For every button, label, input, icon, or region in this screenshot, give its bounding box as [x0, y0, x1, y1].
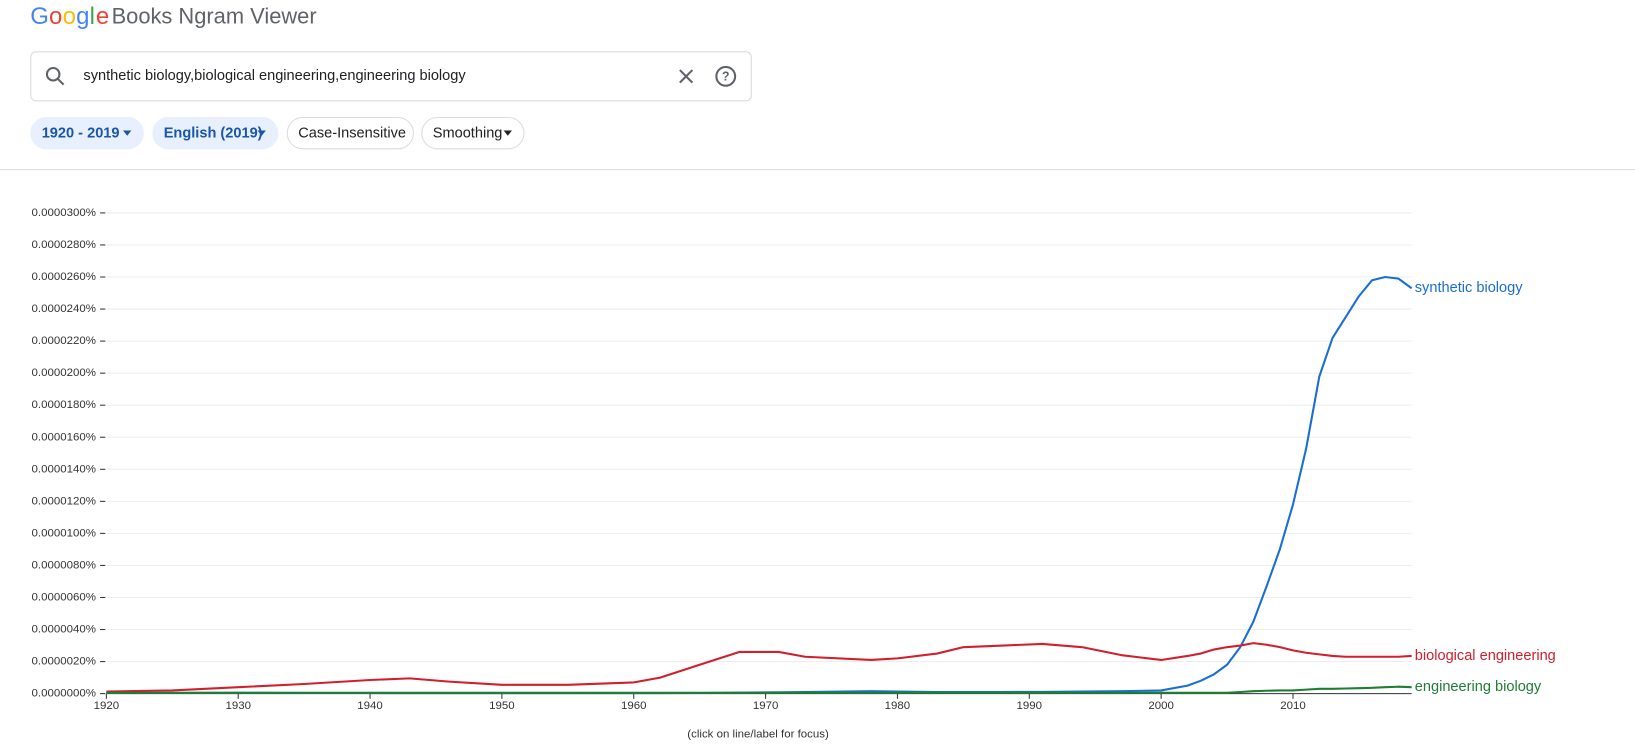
y-tick-label: 0.0000040%	[32, 624, 96, 636]
series-label[interactable]: engineering biology	[1415, 679, 1542, 695]
y-tick-label: 0.0000260%	[32, 271, 96, 283]
x-tick-label: 1940	[357, 700, 383, 712]
x-tick-label: 1920	[94, 700, 120, 712]
y-tick-label: 0.0000060%	[32, 592, 96, 604]
y-tick-label: 0.0000180%	[32, 399, 96, 411]
logo-letter: g	[76, 3, 89, 30]
x-tick-label: 2000	[1148, 700, 1174, 712]
dropdown-arrow	[503, 130, 512, 136]
footnote: (click on line/label for focus)	[687, 728, 829, 740]
series-label[interactable]: synthetic biology	[1415, 280, 1523, 296]
x-tick-label: 1950	[489, 700, 515, 712]
x-tick-label: 1980	[885, 700, 911, 712]
y-tick-label: 0.0000120%	[32, 495, 96, 507]
search-query[interactable]: synthetic biology,biological engineering…	[83, 68, 466, 84]
logo: G o o g l e	[30, 3, 109, 30]
filter-label: Case-Insensitive	[298, 126, 406, 142]
filter-label: Smoothing	[433, 126, 503, 142]
search-box[interactable]	[30, 51, 752, 102]
clear-button[interactable]	[679, 69, 694, 84]
dropdown-arrow	[257, 130, 266, 136]
help-icon: ?	[722, 70, 730, 84]
y-tick-label: 0.0000220%	[32, 335, 96, 347]
app-title: Books Ngram Viewer	[112, 4, 317, 29]
logo-letter: l	[90, 3, 95, 30]
filter-chip[interactable]	[152, 116, 279, 150]
x-tick-label: 1970	[753, 700, 779, 712]
series-line[interactable]	[106, 642, 1412, 693]
x-tick-label: 1930	[225, 700, 251, 712]
help-button[interactable]: ?	[715, 65, 737, 87]
series-line[interactable]	[106, 275, 1413, 695]
dropdown-arrow	[123, 130, 132, 136]
filter-chip[interactable]	[286, 116, 414, 150]
y-tick-label: 0.0000240%	[32, 303, 96, 315]
y-tick-label: 0.0000020%	[32, 656, 96, 668]
logo-letter: o	[63, 3, 76, 30]
logo-letter: e	[96, 3, 109, 30]
filter-chip[interactable]	[421, 116, 525, 150]
series-label[interactable]: biological engineering	[1415, 648, 1556, 664]
y-tick-label: 0.0000140%	[32, 463, 96, 475]
y-tick-label: 0.0000100%	[32, 527, 96, 539]
x-tick-label: 1990	[1017, 700, 1043, 712]
y-tick-label: 0.0000000%	[32, 688, 96, 700]
logo-letter: G	[30, 3, 49, 30]
y-tick-label: 0.0000200%	[32, 367, 96, 379]
filter-label: English (2019)	[164, 126, 263, 142]
y-tick-label: 0.0000280%	[32, 239, 96, 251]
logo-letter: o	[49, 3, 62, 30]
y-tick-label: 0.0000160%	[32, 431, 96, 443]
y-tick-label: 0.0000080%	[32, 559, 96, 571]
filter-label: 1920 - 2019	[42, 126, 120, 142]
x-tick-label: 1960	[621, 700, 647, 712]
y-tick-label: 0.0000300%	[32, 207, 96, 219]
x-tick-label: 2010	[1280, 700, 1306, 712]
filter-chip[interactable]	[30, 116, 144, 150]
search-icon	[45, 66, 65, 86]
series-line[interactable]	[106, 685, 1412, 694]
